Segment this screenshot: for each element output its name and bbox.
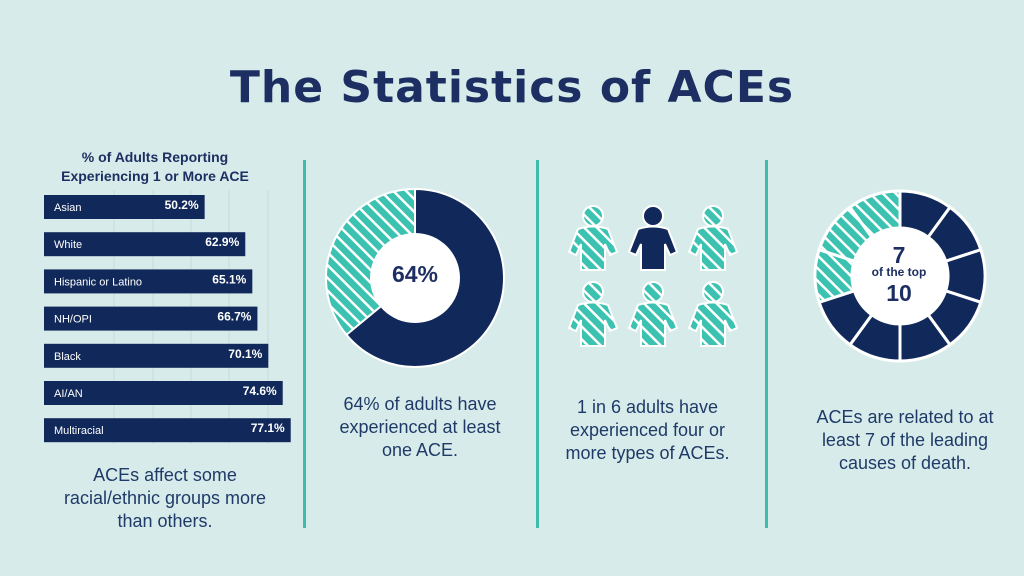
bar-value-label-1: 62.9% [205,235,239,249]
bar-4 [44,343,269,368]
person-icon-3 [567,281,619,347]
bar-category-label-1: White [54,239,82,251]
divider-3 [765,160,768,528]
bar-value-label-6: 77.1% [251,421,285,435]
bar-chart: Asian 50.2% White 62.9% Hispanic or Latino 65… [44,190,291,444]
bar-5 [44,381,283,405]
causes-of-the-top: of the top [871,265,927,279]
divider-1 [303,160,306,528]
causes-total: 10 [886,280,912,306]
person-icon-4 [627,281,679,347]
person-icon-highlighted [627,205,679,271]
causes-center-hole [853,229,947,323]
bar-value-label-2: 65.1% [212,272,246,286]
bar-category-label-2: Hispanic or Latino [54,276,142,288]
bar-value-label-0: 50.2% [165,198,199,212]
bar-value-label-4: 70.1% [228,347,262,361]
bar-category-label-5: AI/AN [54,388,83,400]
bar-category-label-4: Black [54,351,81,363]
page-title: The Statistics of ACEs [229,62,795,113]
bar-category-label-0: Asian [54,202,82,214]
bar-3 [44,306,258,331]
bar-category-label-3: NH/OPI [54,314,92,326]
caption-leading: ACEs are related to at least 7 of the le… [816,407,994,473]
bar-value-label-3: 66.7% [217,310,251,324]
bar-chart-title: % of Adults Reporting Experiencing 1 or … [61,149,249,184]
bar-category-label-6: Multiracial [54,425,104,437]
bar-2 [44,269,253,294]
pie-chart [325,187,505,368]
divider-2 [536,160,539,528]
causes-donut [813,189,987,363]
bar-value-label-5: 74.6% [243,384,277,398]
pie-slice-1 [325,187,416,337]
cause-segment-9 [847,189,902,240]
causes-top-number: 7 [892,242,906,268]
bar-1 [44,232,246,257]
pie-center-hole [370,233,460,323]
person-icon-2 [687,205,739,271]
people-icons [567,205,739,347]
caption-adults: 64% of adults have experienced at least … [339,394,501,460]
caption-one-in-six: 1 in 6 adults have experienced four or m… [565,397,730,463]
caption-groups: ACEs affect some racial/ethnic groups mo… [63,465,267,531]
person-icon-5 [687,281,739,347]
bar-6 [44,418,291,443]
bar-0 [44,195,205,219]
person-icon-0 [567,205,619,271]
pie-center-label: 64% [391,261,439,287]
